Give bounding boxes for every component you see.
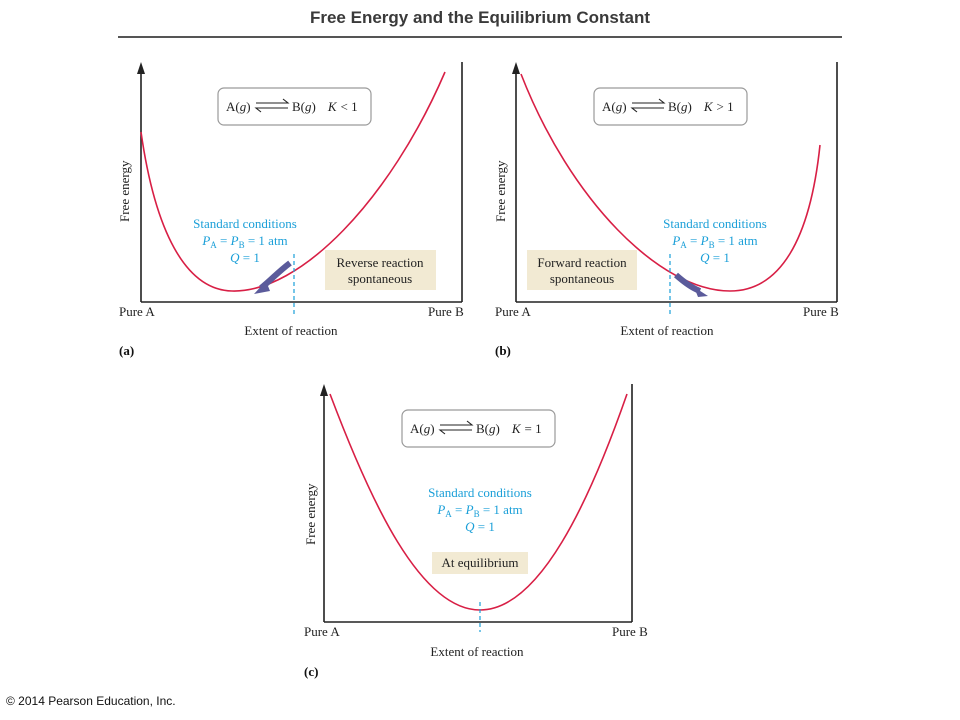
panel-c-x-right: Pure B: [612, 624, 648, 639]
copyright-notice: © 2014 Pearson Education, Inc.: [6, 694, 176, 708]
panel-a-equation-right: B(g) K < 1: [292, 99, 358, 114]
panel-a-direction-arrowhead: [254, 281, 270, 294]
equilibrium-arrows-icon: [630, 98, 666, 113]
panel-a-y-label: Free energy: [117, 160, 132, 222]
panel-b-direction-arrowhead: [694, 287, 708, 297]
panel-b-equation-box: [593, 87, 748, 126]
panel-b-x-right: Pure B: [803, 304, 839, 319]
panel-b-status-line2: spontaneous: [550, 271, 614, 286]
panel-a-std-q: Q = 1: [230, 250, 260, 265]
panel-c-y-label: Free energy: [303, 483, 318, 545]
panel-b-letter: (b): [495, 343, 511, 358]
panel-c-status-line1: At equilibrium: [442, 555, 519, 570]
panel-a-free-energy-curve: [140, 71, 446, 292]
panel-b-free-energy-curve: [520, 73, 821, 292]
panel-b-status-box: [527, 250, 637, 290]
page-title: Free Energy and the Equilibrium Constant: [309, 8, 651, 27]
panel-a-status-line2: spontaneous: [348, 271, 412, 286]
panel-c-letter: (c): [304, 664, 318, 679]
panel-b-status-line1: Forward reaction: [537, 255, 627, 270]
panel-a-equation-box: [217, 87, 372, 126]
panel-b-std-line1: Standard conditions: [663, 216, 767, 231]
panel-c-status-box: [432, 552, 528, 574]
panel-b-std-pressures: PA = PB = 1 atm: [671, 233, 757, 250]
panel-c-y-axis-arrow: [320, 384, 328, 396]
panel-c-std-q: Q = 1: [465, 519, 495, 534]
panel-a-std-pressures: PA = PB = 1 atm: [201, 233, 287, 250]
panel-b-y-axis-arrow: [512, 62, 520, 74]
panel-a-x-right: Pure B: [428, 304, 464, 319]
panel-b: A(g) B(g) K > 1 Free energy Standard condi…: [493, 62, 839, 358]
title-rule: [118, 36, 842, 38]
panel-a: A(g) B(g) K < 1 Free energy Standard condi…: [117, 62, 464, 358]
panel-a-x-left: Pure A: [119, 304, 155, 319]
panel-c-std-pressures: PA = PB = 1 atm: [436, 502, 522, 519]
panel-a-status-line1: Reverse reaction: [337, 255, 424, 270]
panel-a-equation: A(g): [226, 99, 251, 114]
panel-b-std-q: Q = 1: [700, 250, 730, 265]
panel-a-status-box: [325, 250, 436, 290]
panel-c-equation-right: B(g) K = 1: [476, 421, 542, 436]
panel-c: A(g) B(g) K = 1 Free energy Standard condi…: [303, 384, 648, 679]
panel-a-std-line1: Standard conditions: [193, 216, 297, 231]
panel-c-x-label: Extent of reaction: [430, 644, 524, 659]
equilibrium-arrows-icon: [438, 420, 474, 435]
panel-b-equation-right: B(g) K > 1: [668, 99, 734, 114]
equilibrium-arrows-icon: [254, 98, 290, 113]
panel-a-letter: (a): [119, 343, 134, 358]
panel-b-equation: A(g): [602, 99, 627, 114]
panel-a-x-label: Extent of reaction: [244, 323, 338, 338]
panel-c-x-left: Pure A: [304, 624, 340, 639]
panel-c-std-line1: Standard conditions: [428, 485, 532, 500]
panel-b-x-left: Pure A: [495, 304, 531, 319]
panel-a-y-axis-arrow: [137, 62, 145, 74]
panel-b-x-label: Extent of reaction: [620, 323, 714, 338]
panel-b-y-label: Free energy: [493, 160, 508, 222]
panel-c-equation-box: [401, 409, 556, 448]
panel-c-equation: A(g): [410, 421, 435, 436]
